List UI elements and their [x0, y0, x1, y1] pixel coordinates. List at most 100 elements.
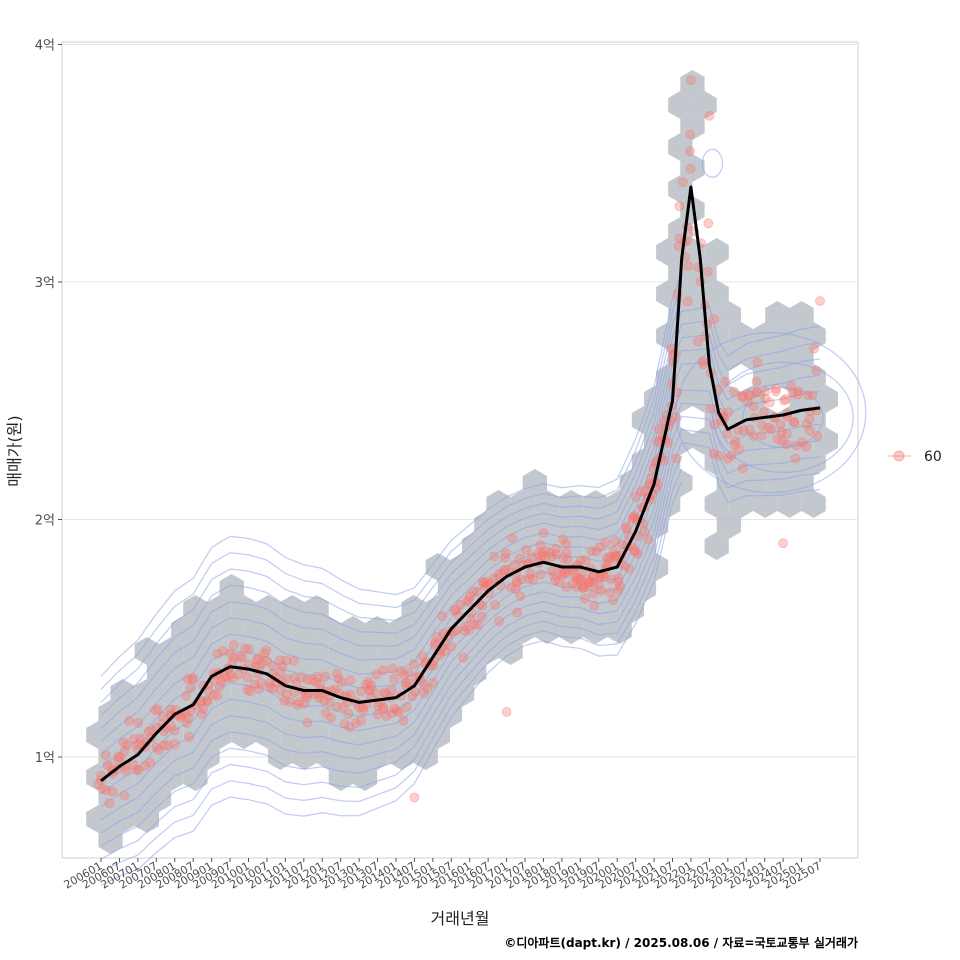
- density-contour: [100, 402, 821, 808]
- data-point: [320, 671, 331, 682]
- scatter-points-layer: [93, 75, 825, 809]
- hexbin-cell: [680, 154, 705, 182]
- data-point: [752, 357, 763, 368]
- data-point: [372, 709, 383, 720]
- hexbin-cell: [656, 238, 681, 266]
- data-point: [632, 548, 643, 559]
- data-point: [214, 681, 225, 692]
- data-point: [162, 740, 173, 750]
- data-point: [432, 631, 443, 642]
- trend-line-layer: [100, 185, 821, 782]
- data-point: [629, 510, 640, 521]
- hexbin-cell: [328, 637, 353, 665]
- hexbin-cell: [777, 490, 802, 518]
- data-point: [430, 637, 441, 648]
- data-point: [203, 685, 214, 696]
- hexbin-cell: [534, 616, 560, 644]
- data-point: [188, 673, 199, 684]
- data-point: [777, 436, 788, 447]
- hexbin-cell: [110, 805, 135, 833]
- data-point: [613, 576, 624, 587]
- hexbin-cell: [207, 637, 232, 665]
- data-point: [319, 695, 330, 706]
- data-point: [281, 655, 292, 666]
- data-point: [339, 719, 350, 729]
- data-point: [378, 703, 389, 714]
- data-point: [153, 745, 164, 755]
- data-point: [312, 671, 323, 682]
- hexbin-cell: [777, 322, 802, 350]
- hexbin-cell: [644, 469, 669, 497]
- data-point: [469, 619, 480, 630]
- data-point: [589, 600, 599, 611]
- hexbin-cell: [765, 343, 790, 371]
- data-point: [212, 691, 223, 701]
- data-point: [343, 708, 354, 719]
- data-point: [315, 679, 325, 690]
- data-point: [398, 669, 409, 680]
- data-point: [225, 669, 236, 680]
- data-point: [571, 572, 582, 583]
- data-point: [709, 314, 720, 324]
- x-axis-title: 거래년월: [431, 909, 490, 928]
- data-point: [760, 386, 771, 397]
- density-contour: [100, 334, 821, 743]
- data-point: [608, 595, 619, 605]
- data-point: [538, 528, 549, 538]
- data-point: [101, 785, 112, 796]
- hexbin-cell: [498, 595, 523, 623]
- data-point: [182, 674, 193, 684]
- data-point: [134, 733, 145, 744]
- data-point: [488, 573, 499, 584]
- hexbin-cell: [304, 679, 329, 707]
- outlier-point: [501, 706, 512, 717]
- data-point: [527, 552, 537, 563]
- data-point: [705, 403, 716, 414]
- data-point: [389, 703, 400, 714]
- outlier-point: [686, 75, 696, 86]
- data-point: [554, 576, 564, 587]
- hexbin-cell: [777, 364, 802, 392]
- data-point: [378, 665, 389, 676]
- data-point: [363, 677, 374, 687]
- data-point: [528, 574, 538, 585]
- data-point: [524, 573, 535, 584]
- data-point: [509, 560, 519, 570]
- hexbin-cell: [559, 532, 584, 560]
- data-point: [610, 551, 621, 562]
- data-point: [389, 673, 399, 684]
- hexbin-cell: [183, 721, 208, 749]
- data-point: [227, 673, 238, 683]
- hexbin-cell: [122, 784, 147, 812]
- density-contour: [100, 415, 821, 821]
- data-point: [294, 696, 305, 707]
- outlier-point: [409, 792, 420, 803]
- data-point: [464, 625, 475, 635]
- hexbin-cell: [668, 175, 693, 203]
- data-point: [708, 448, 719, 459]
- hexbin-cell: [159, 679, 184, 707]
- data-point: [152, 704, 163, 715]
- hexbin-cell: [789, 385, 814, 413]
- data-point: [386, 685, 397, 695]
- hexbin-cell: [401, 679, 426, 707]
- hexbin-cell: [98, 700, 123, 728]
- data-point: [517, 574, 527, 585]
- data-point: [233, 669, 244, 680]
- hexbin-cell: [801, 406, 826, 434]
- y-tick-label: 1억: [35, 751, 55, 766]
- data-point: [455, 599, 466, 610]
- data-point: [588, 588, 599, 598]
- density-contour: [712, 361, 854, 473]
- data-point: [336, 677, 347, 688]
- data-point: [463, 595, 474, 606]
- data-point: [535, 540, 546, 551]
- hexbin-cell: [680, 364, 705, 392]
- data-point: [332, 668, 343, 679]
- hexbin-cell: [268, 616, 293, 644]
- data-point: [617, 539, 628, 550]
- data-point: [786, 380, 797, 391]
- data-point: [345, 675, 356, 686]
- hexbin-cell: [171, 616, 196, 644]
- data-point: [133, 765, 144, 775]
